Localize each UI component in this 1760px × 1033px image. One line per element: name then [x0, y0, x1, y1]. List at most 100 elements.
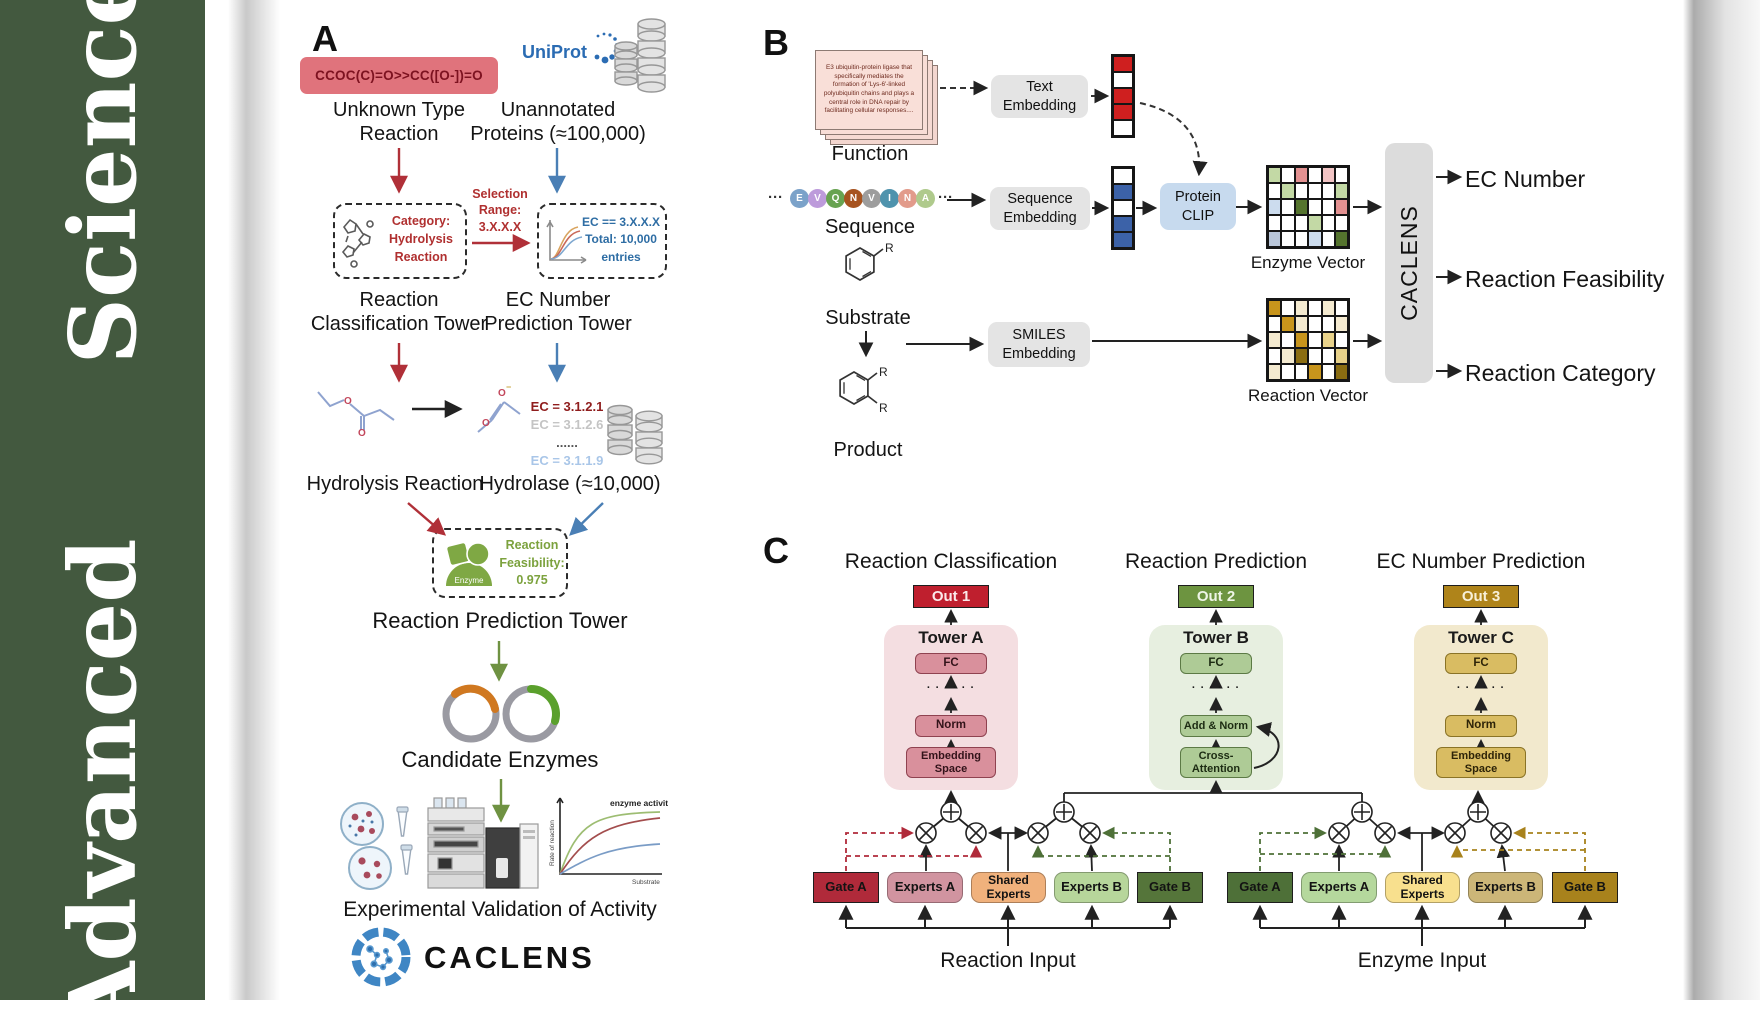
vector-cell — [1113, 104, 1133, 120]
vector-cell — [1294, 199, 1309, 215]
caclens-block-label: CACLENS — [1395, 205, 1422, 321]
enzyme-experts-a-box: Experts A — [1301, 872, 1377, 903]
tower-c-dots: · · · · · · — [1456, 682, 1506, 694]
text-embedding-vector — [1111, 54, 1135, 138]
page-fold-shadow-left — [228, 0, 280, 1000]
enzyme-activity-graph: enzyme activity Rate of reaction Substra… — [549, 797, 668, 886]
out2-box: Out 2 — [1178, 585, 1254, 608]
enzyme-shared-experts-box: Shared Experts — [1385, 872, 1460, 903]
protein-database-icon — [614, 18, 666, 93]
residue-circle: N — [898, 189, 917, 208]
vector-cell — [1281, 364, 1295, 380]
text-embedding-box: Text Embedding — [991, 75, 1088, 118]
svg-text:O: O — [498, 388, 506, 399]
vector-cell — [1334, 316, 1349, 332]
tower-c-norm-box: Norm — [1445, 715, 1517, 737]
sum-nodes — [940, 801, 1489, 823]
vector-cell — [1281, 348, 1295, 364]
reaction-classification-tower-label: Reaction Classification Tower — [310, 289, 488, 336]
vector-cell — [1294, 167, 1309, 183]
vector-cell — [1268, 332, 1282, 348]
vector-cell — [1308, 167, 1322, 183]
reaction-shared-experts-box: Shared Experts — [971, 872, 1046, 903]
reaction-feasibility-text: Reaction Feasibility: 0.975 — [499, 538, 565, 587]
ec-candidate: ...... — [556, 434, 578, 450]
vector-cell — [1113, 232, 1133, 248]
vector-cell — [1321, 183, 1335, 199]
vector-cell — [1321, 215, 1335, 231]
vector-cell — [1321, 332, 1335, 348]
substrate-molecule-icon: R — [845, 241, 894, 281]
vector-cell — [1308, 332, 1322, 348]
tower-b-crossattention-box: Cross- Attention — [1180, 747, 1252, 778]
vector-cell — [1281, 332, 1295, 348]
reaction-category-box — [333, 203, 467, 279]
ec-candidates-list: EC = 3.1.2.1 EC = 3.1.2.6...... EC = 3.1.1… — [524, 398, 610, 470]
vector-cell — [1334, 199, 1349, 215]
svg-text:O: O — [358, 428, 366, 438]
experimental-validation-label: Experimental Validation of Activity — [343, 898, 657, 921]
vector-cell — [1334, 231, 1349, 247]
caclens-logo-text: CACLENS — [424, 940, 595, 975]
vector-cell — [1308, 364, 1322, 380]
svg-text:O: O — [482, 418, 490, 429]
vector-cell — [1294, 231, 1309, 247]
vector-cell — [1268, 199, 1282, 215]
vector-cell — [1321, 199, 1335, 215]
vector-cell — [1334, 215, 1349, 231]
vector-cell — [1268, 364, 1282, 380]
product-molecule-icon: R R — [839, 365, 888, 415]
sequence-ellipsis-right: ··· — [938, 189, 953, 206]
enzyme-experts-b-box: Experts B — [1468, 872, 1543, 903]
vector-cell — [1308, 231, 1322, 247]
svg-text:−: − — [506, 382, 511, 392]
vector-cell — [1268, 215, 1282, 231]
residue-circle: E — [790, 189, 809, 208]
hydrolase-database-icon — [607, 404, 663, 465]
vector-cell — [1334, 332, 1349, 348]
reaction-feasibility-box — [432, 528, 568, 598]
selection-range-label: Selection Range: 3.X.X.X — [472, 187, 528, 234]
page: { "journal": { "sidebar_text": "Advanced… — [0, 0, 1760, 1000]
reaction-experts-a-box: Experts A — [887, 872, 963, 903]
product-label: Product — [833, 439, 903, 461]
svg-text:O: O — [344, 396, 352, 407]
hydrolysis-reaction-label: Hydrolysis Reaction — [306, 473, 484, 495]
vector-cell — [1294, 300, 1309, 316]
tower-a-dots: · · · · · · — [926, 682, 976, 694]
sequence-ellipsis-left: ··· — [768, 189, 783, 206]
panel-c-label: C — [763, 530, 789, 571]
vector-cell — [1268, 300, 1282, 316]
function-card: E3 ubiquitin-protein ligase that specifi… — [815, 50, 923, 130]
residue-circle: I — [880, 189, 899, 208]
enzyme-gate-a-box: Gate A — [1227, 872, 1293, 903]
vector-cell — [1268, 348, 1282, 364]
enzyme-vector-label: Enzyme Vector — [1250, 253, 1366, 272]
reaction-prediction-title: Reaction Prediction — [1124, 550, 1308, 573]
vector-cell — [1113, 72, 1133, 88]
svg-text:R: R — [885, 241, 894, 255]
graph-annotation: enzyme activity — [610, 798, 668, 808]
tower-a-norm-box: Norm — [915, 715, 987, 737]
output-reaction-feasibility: Reaction Feasibility — [1465, 266, 1665, 292]
ec-selection-text: EC == 3.X.X.X Total: 10,000 entries — [581, 215, 661, 264]
vector-cell — [1321, 300, 1335, 316]
vector-cell — [1113, 216, 1133, 232]
caclens-block: CACLENS — [1385, 143, 1433, 383]
ec-candidate: EC = 3.1.2.1 — [530, 399, 604, 414]
vector-cell — [1308, 300, 1322, 316]
residue-circle: V — [862, 189, 881, 208]
sequence-embedding-vector — [1111, 166, 1135, 250]
vector-cell — [1113, 184, 1133, 200]
vector-cell — [1308, 183, 1322, 199]
carboxylate-molecule-icon: O − O — [477, 382, 521, 433]
out1-box: Out 1 — [913, 585, 989, 608]
reaction-vector-label: Reaction Vector — [1247, 386, 1368, 405]
vector-cell — [1113, 88, 1133, 104]
tower-b-fc-box: FC — [1180, 653, 1252, 674]
vector-cell — [1308, 348, 1322, 364]
molecule-scatter-icon — [341, 218, 374, 268]
ester-molecule-icon: O O — [317, 391, 395, 438]
graph-ylabel: Rate of reaction — [549, 820, 556, 866]
